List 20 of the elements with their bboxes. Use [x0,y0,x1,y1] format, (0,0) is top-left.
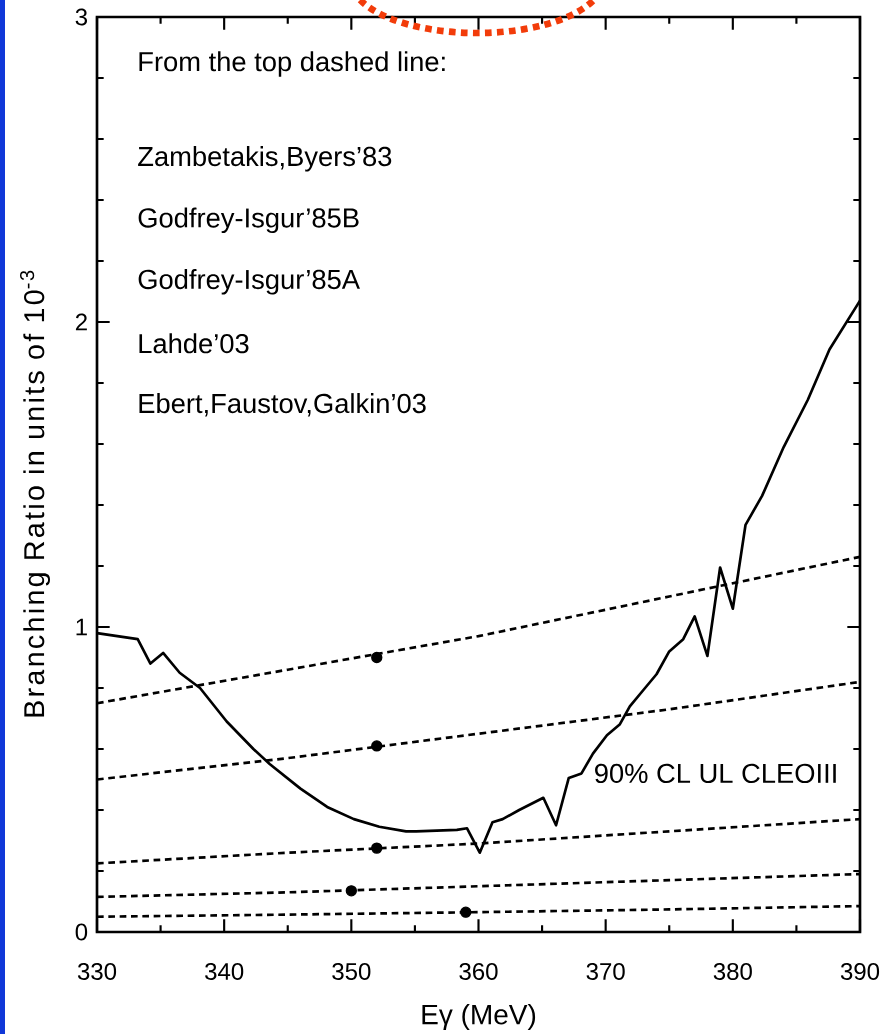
annotation: Godfrey-Isgur’85A [138,269,360,295]
x-tick-label: 360 [459,962,498,980]
y-tick-label: 2 [75,313,87,331]
annotation: Ebert,Faustov,Galkin’03 [139,393,426,417]
x-tick-label: 340 [205,962,244,980]
y-tick-label: 1 [76,618,87,636]
annotation: From the top dashed line: [139,51,445,77]
x-tick-label: 390 [840,962,880,980]
y-tick-label: 0 [75,923,88,941]
annotation: Godfrey-Isgur’85B [138,207,359,234]
y-tick-label: 3 [75,8,88,26]
y-axis-title: Branching Ratio in units of 10$^{-3}$ [20,270,51,717]
x-tick-label: 350 [332,962,371,980]
annotation: 90% CL UL CLEOIII [595,763,836,784]
x-tick-label: 330 [77,962,117,980]
annotation: Zambetakis,Byers’83 [138,146,392,172]
annotation: Lahde’03 [139,333,249,354]
x-tick-label: 380 [713,962,752,980]
x-tick-label: 370 [586,962,625,980]
x-axis-title: Eγ (MeV) [422,1003,536,1031]
